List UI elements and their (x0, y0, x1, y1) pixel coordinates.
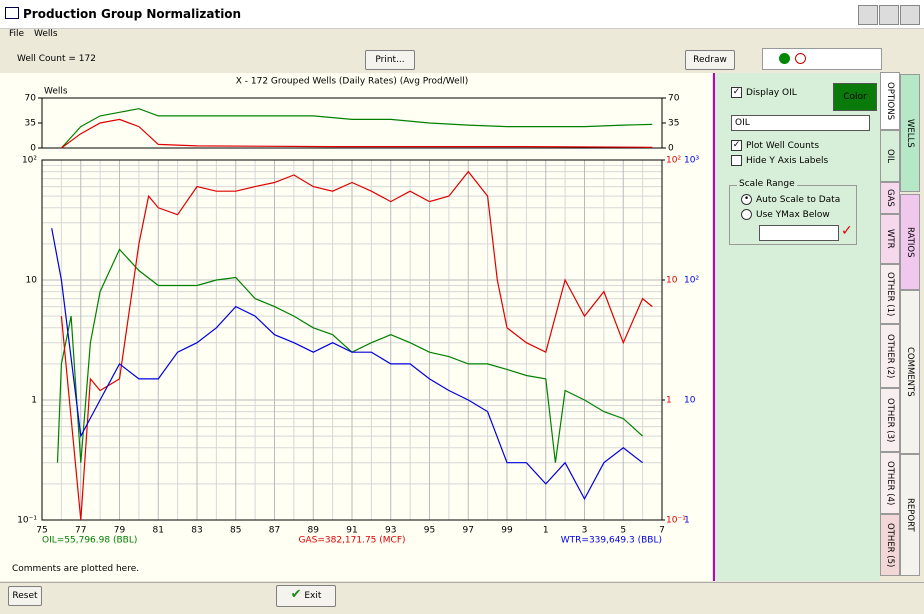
options-panel: ✓ Display OIL Color OIL ✓ Plot Well Counts… (715, 73, 880, 581)
y2-tick-label: 10 (684, 396, 696, 406)
window-title: Production Group Normalization (23, 7, 242, 21)
tab[interactable]: OIL (880, 130, 900, 182)
y-tick-label: 1 (666, 396, 672, 406)
label: Exit (304, 591, 322, 601)
x-tick-label: 93 (385, 526, 396, 536)
y2-tick-label: 1 (684, 516, 690, 526)
x-tick-label: 89 (308, 526, 320, 536)
label: Display OIL (746, 88, 797, 98)
label: Hide Y Axis Labels (746, 156, 829, 166)
chart: X - 172 Grouped Wells (Daily Rates) (Avg… (17, 77, 699, 546)
y-tick-label: 0 (30, 144, 36, 154)
title-bar: Production Group Normalization (0, 0, 924, 29)
plot-frame (41, 159, 663, 521)
side-tab[interactable]: COMMENTS (900, 290, 920, 454)
side-tab[interactable]: RATIOS (900, 194, 920, 290)
x-tick-label: 87 (269, 526, 280, 536)
footer (0, 582, 924, 614)
x-tick-label: 85 (230, 526, 241, 536)
chart-title: X - 172 Grouped Wells (Daily Rates) (Avg… (236, 77, 468, 87)
tab[interactable]: OTHER (1) (880, 264, 900, 324)
comments: Comments are plotted here. (12, 564, 140, 574)
legend-total: GAS=382,171.75 (MCF) (298, 536, 405, 546)
auto-radio[interactable]: • Auto Scale to Data (741, 194, 840, 205)
color-button[interactable]: Color (833, 83, 877, 111)
tab[interactable]: GAS (880, 182, 900, 214)
y-tick-label: 0 (668, 144, 674, 154)
x-tick-label: 99 (501, 526, 513, 536)
minimize[interactable] (858, 5, 878, 25)
maximize[interactable] (879, 5, 899, 25)
y-tick-label: 70 (25, 94, 37, 104)
ymax-radio[interactable]: Use YMax Below (741, 209, 830, 220)
x-tick-label: 95 (424, 526, 435, 536)
menu-wells[interactable]: Wells (34, 29, 58, 39)
display-checkbox[interactable]: ✓ Display OIL (731, 87, 797, 98)
apply-icon[interactable]: ✓ (841, 223, 853, 239)
x-tick-label: 3 (582, 526, 588, 536)
tab[interactable]: OTHER (2) (880, 324, 900, 388)
well-counts-checkbox[interactable]: ✓ Plot Well Counts (731, 140, 820, 151)
reset-button[interactable]: Reset (8, 586, 42, 606)
chart-area (0, 73, 712, 581)
y-tick-label: 10² (22, 156, 37, 166)
y-tick-label: 70 (668, 94, 680, 104)
hide-y-checkbox[interactable]: Hide Y Axis Labels (731, 155, 828, 166)
label: Use YMax Below (756, 210, 830, 220)
tab[interactable]: OTHER (3) (880, 388, 900, 452)
divider (713, 73, 715, 581)
x-tick-label: 97 (463, 526, 474, 536)
y-tick-label: 10⁻¹ (17, 516, 37, 526)
x-tick-label: 75 (36, 526, 47, 536)
y-tick-label: 10² (666, 156, 681, 166)
tab[interactable]: OPTIONS (880, 72, 900, 130)
tab[interactable]: OTHER (5) (880, 514, 900, 576)
legend-total: WTR=339,649.3 (BBL) (561, 536, 662, 546)
plot-frame (41, 97, 663, 149)
label: Auto Scale to Data (756, 195, 841, 205)
app-icon (5, 7, 19, 19)
icon-toolbar[interactable] (762, 48, 882, 70)
menu-file[interactable]: File (9, 29, 25, 39)
exit-button[interactable]: ✔ Exit (276, 585, 336, 607)
icon[interactable] (779, 53, 790, 64)
y-tick-label: 35 (668, 119, 679, 129)
series-line (60, 108, 653, 149)
series-line (56, 248, 644, 463)
close[interactable] (900, 5, 920, 25)
ymax-input[interactable] (759, 225, 839, 241)
y-tick-label: 10 (666, 276, 678, 286)
series-line (60, 170, 653, 521)
x-tick-label: 7 (659, 526, 665, 536)
x-tick-label: 77 (75, 526, 86, 536)
series-line (51, 228, 643, 501)
x-tick-label: 5 (620, 526, 626, 536)
x-tick-label: 91 (346, 526, 357, 536)
x-tick-label: 1 (543, 526, 549, 536)
x-tick-label: 81 (153, 526, 164, 536)
series-select[interactable]: OIL (731, 115, 870, 131)
y-tick-label: 35 (25, 119, 36, 129)
side-tab[interactable]: REPORT (900, 454, 920, 576)
series-line (61, 118, 653, 149)
label: Plot Well Counts (746, 141, 820, 151)
well-count: Well Count = 172 (17, 54, 96, 64)
x-tick-label: 83 (191, 526, 202, 536)
tab[interactable]: WTR (880, 214, 900, 264)
scale-range-label: Scale Range (737, 179, 797, 189)
side-tab[interactable]: WELLS (900, 74, 920, 192)
icon[interactable] (795, 53, 806, 64)
y2-tick-label: 10² (684, 276, 699, 286)
y-axis-label: Wells (44, 87, 68, 97)
tab[interactable]: OTHER (4) (880, 452, 900, 514)
x-tick-label: 79 (114, 526, 126, 536)
y-tick-label: 10 (26, 276, 38, 286)
y2-tick-label: 10³ (684, 156, 699, 166)
y-tick-label: 1 (31, 396, 37, 406)
legend-total: OIL=55,796.98 (BBL) (42, 536, 137, 546)
redraw-button[interactable]: Redraw (685, 50, 735, 70)
print-button[interactable]: Print... (365, 50, 415, 70)
y-tick-label: 10⁻¹ (666, 516, 686, 526)
